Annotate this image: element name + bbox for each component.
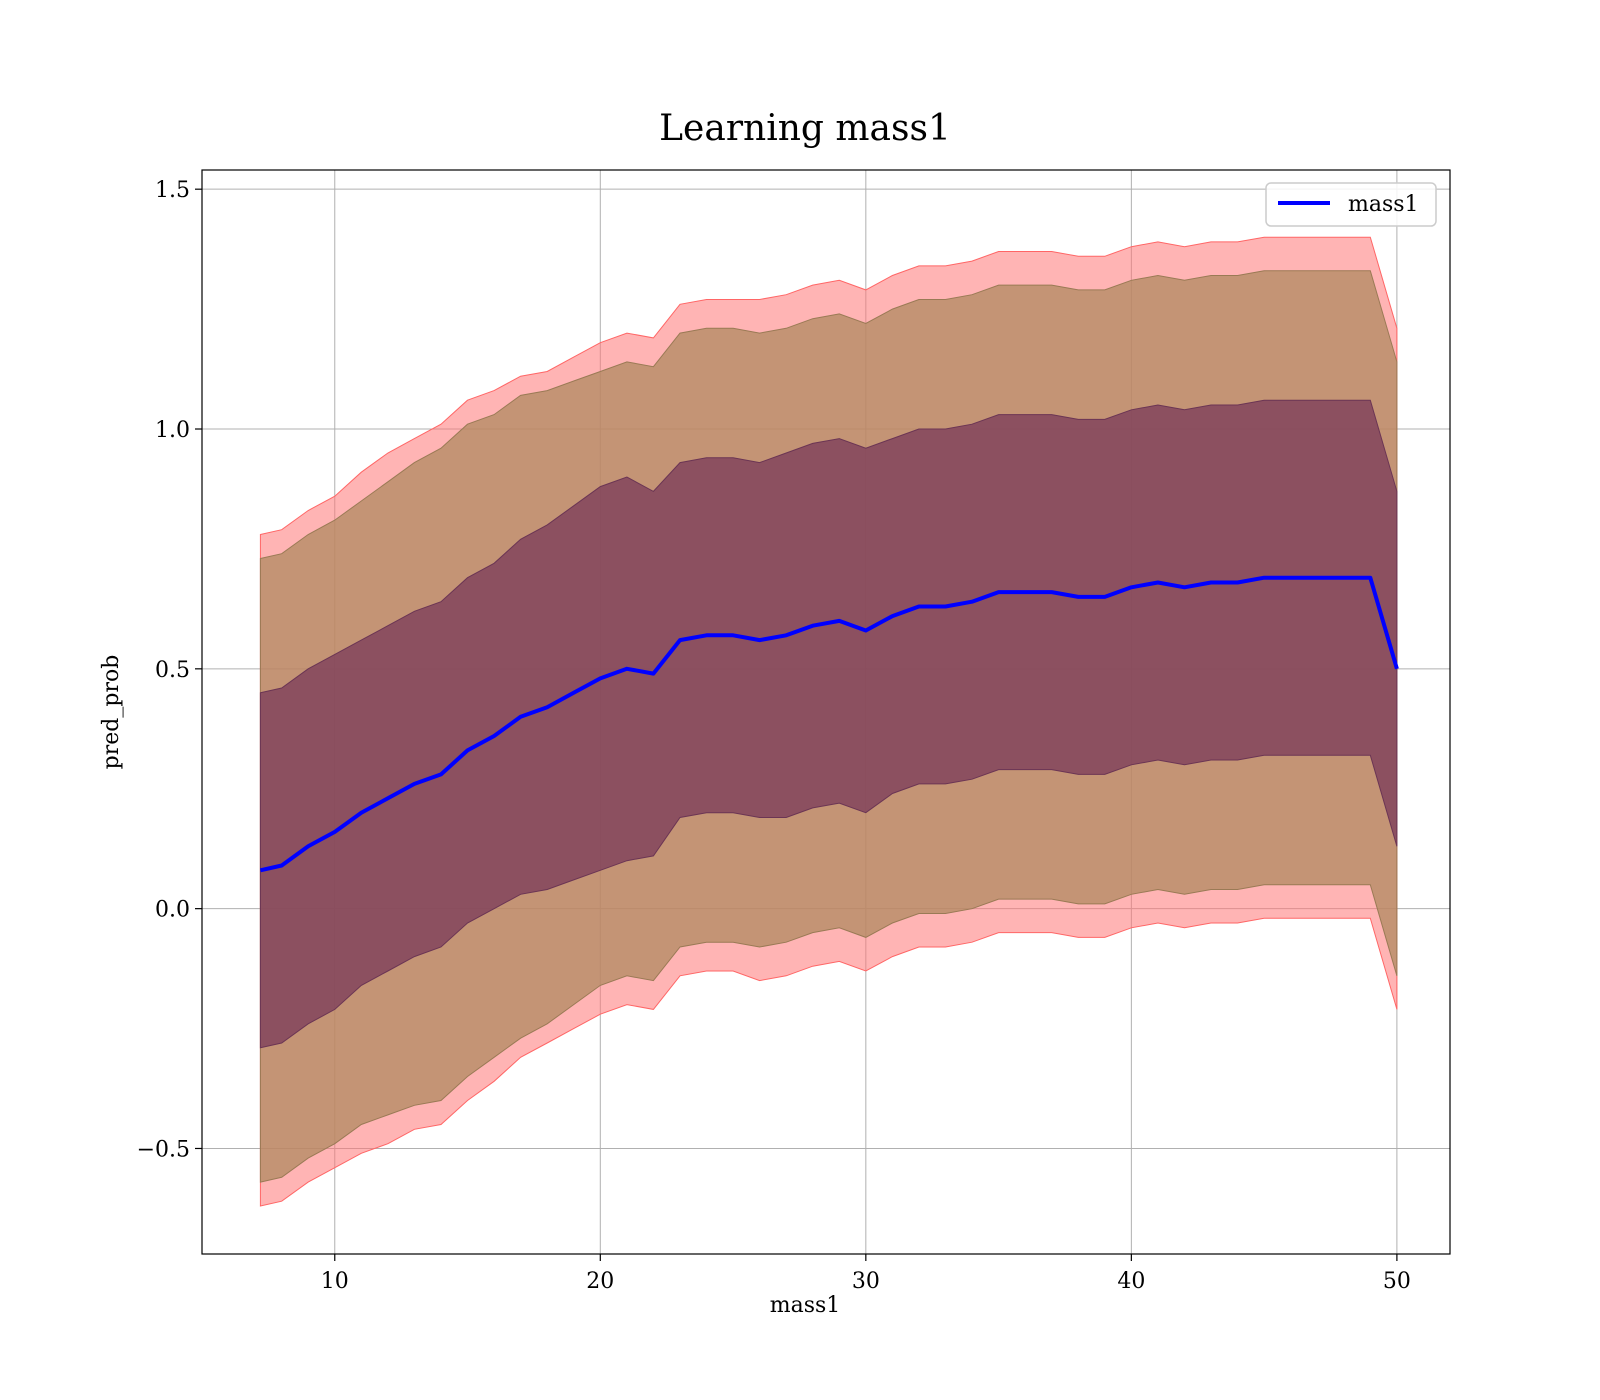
y-tick-label-3: 1.0: [155, 418, 190, 443]
x-axis-label: mass1: [770, 1293, 841, 1318]
y-tick-label-4: 1.5: [155, 178, 190, 203]
y-axis-label: pred_prob: [99, 655, 124, 770]
axes-frame: [201, 169, 1451, 1255]
x-tick-label-4: 50: [1383, 1269, 1411, 1294]
y-tick-label-1: 0.0: [155, 898, 190, 923]
legend-entry-mass1: mass1: [1348, 192, 1419, 217]
y-tick-label-2: 0.5: [155, 658, 190, 683]
x-tick-label-3: 40: [1117, 1269, 1145, 1294]
x-tick-label-1: 20: [586, 1269, 614, 1294]
y-tick-label-0: −0.5: [137, 1137, 190, 1162]
x-tick-label-2: 30: [852, 1269, 880, 1294]
chart-title: Learning mass1: [659, 108, 951, 149]
band-1sd: [259, 399, 1398, 1049]
legend-box: [1265, 182, 1437, 227]
x-tick-label-0: 10: [321, 1269, 349, 1294]
legend: mass1: [1265, 182, 1437, 227]
plot-area: 10 20 30 40 50 −0.5 0.0 0.5 1.0 1.5: [137, 169, 1451, 1294]
series-line-mass1: [259, 575, 1399, 873]
